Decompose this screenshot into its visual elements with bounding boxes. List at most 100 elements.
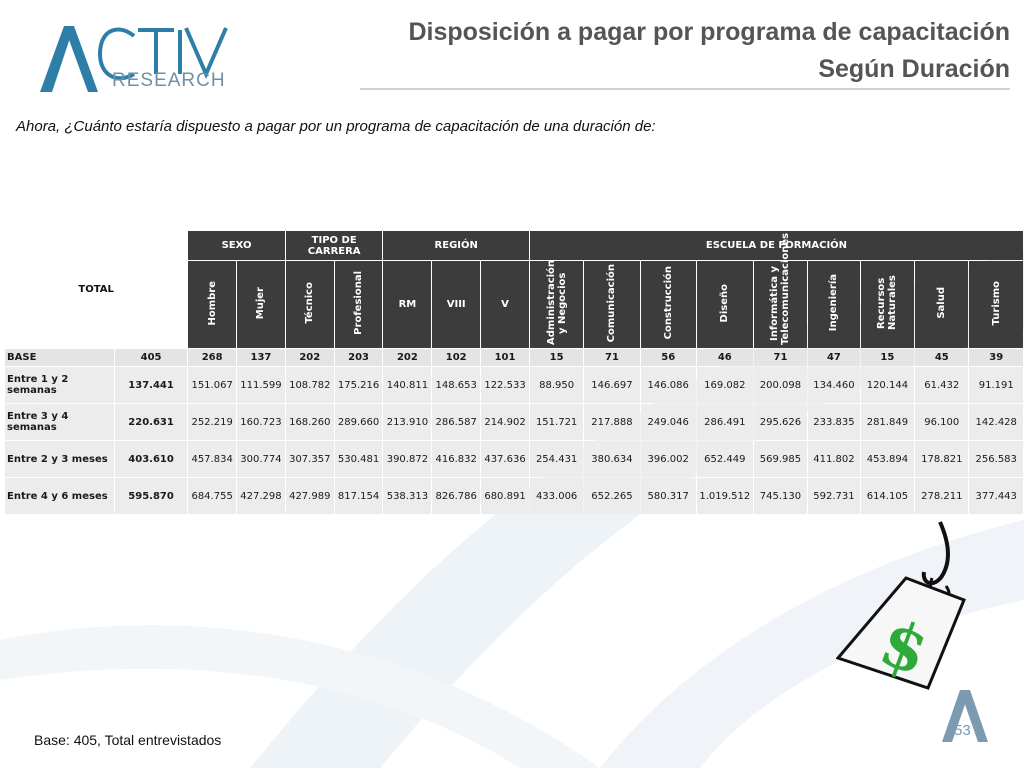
- table-cell: 91.191: [969, 367, 1023, 403]
- table-cell: 120.144: [860, 367, 915, 403]
- row-total: 595.870: [114, 478, 188, 514]
- table-cell: 396.002: [640, 441, 696, 477]
- col-header-construccion: Construcción: [640, 261, 696, 348]
- table-cell: 71: [584, 349, 640, 366]
- corner-logo-mark: [942, 690, 988, 742]
- table-cell: 39: [969, 349, 1023, 366]
- table-cell: 286.491: [696, 404, 753, 440]
- table-body: BASE 405 268 137 202 203 202 102 101 15 71 56 46 71 47…: [5, 349, 1023, 514]
- table-cell: 71: [753, 349, 808, 366]
- table-cell: 437.636: [481, 441, 529, 477]
- column-header-row: Hombre Mujer Técnico Profesional RM VIII…: [5, 233, 1023, 348]
- table-cell: 1.019.512: [696, 478, 753, 514]
- table-cell: 47: [808, 349, 860, 366]
- title-line-2: Según Duración: [818, 55, 1010, 83]
- table-cell: 202: [285, 349, 334, 366]
- table-cell: 745.130: [753, 478, 808, 514]
- table-cell: 256.583: [969, 441, 1023, 477]
- table-cell: 457.834: [188, 441, 237, 477]
- table-cell: 214.902: [481, 404, 529, 440]
- row-total: 137.441: [114, 367, 188, 403]
- table-cell: 88.950: [529, 367, 584, 403]
- table-cell: 614.105: [860, 478, 915, 514]
- table-cell: 15: [529, 349, 584, 366]
- table-cell: 427.298: [237, 478, 285, 514]
- table-cell: 151.721: [529, 404, 584, 440]
- table-cell: 817.154: [334, 478, 383, 514]
- col-header-informatica: Informática y Telecomunicaciones: [753, 233, 808, 348]
- row-label: Entre 4 y 6 meses: [5, 478, 114, 514]
- col-header-hombre: Hombre: [188, 261, 237, 348]
- results-table: TOTAL SEXO TIPO DE CARRERA REGIÓN ESCUEL…: [4, 230, 1024, 515]
- logo-research-text: RESEARCH: [112, 70, 226, 91]
- table-cell: 249.046: [640, 404, 696, 440]
- table-cell: 826.786: [432, 478, 481, 514]
- table-cell: 580.317: [640, 478, 696, 514]
- table-cell: 111.599: [237, 367, 285, 403]
- table-cell: 148.653: [432, 367, 481, 403]
- table-cell: 151.067: [188, 367, 237, 403]
- col-header-profesional: Profesional: [334, 261, 383, 348]
- col-header-rm: RM: [383, 261, 432, 348]
- table-cell: 122.533: [481, 367, 529, 403]
- row-label: Entre 3 y 4 semanas: [5, 404, 114, 440]
- table-cell: 268: [188, 349, 237, 366]
- col-header-salud: Salud: [915, 261, 969, 348]
- table-cell: 45: [915, 349, 969, 366]
- table-cell: 278.211: [915, 478, 969, 514]
- table-cell: 252.219: [188, 404, 237, 440]
- table-cell: 46: [696, 349, 753, 366]
- table-cell: 56: [640, 349, 696, 366]
- table-cell: 592.731: [808, 478, 860, 514]
- col-header-tecnico: Técnico: [285, 261, 334, 348]
- table-cell: 213.910: [383, 404, 432, 440]
- table-cell: 137: [237, 349, 285, 366]
- page-title: Disposición a pagar por programa de capa…: [408, 14, 1010, 88]
- table-cell: 652.449: [696, 441, 753, 477]
- table-cell: 203: [334, 349, 383, 366]
- table-cell: 286.587: [432, 404, 481, 440]
- table-cell: 307.357: [285, 441, 334, 477]
- row-label: Entre 1 y 2 semanas: [5, 367, 114, 403]
- col-header-administracion: Administración y Negocios: [529, 260, 584, 348]
- title-line-1: Disposición a pagar por programa de capa…: [408, 18, 1010, 46]
- table-cell: 416.832: [432, 441, 481, 477]
- table-cell: 427.989: [285, 478, 334, 514]
- table-cell: 300.774: [237, 441, 285, 477]
- table-cell: 15: [860, 349, 915, 366]
- footer-base-note: Base: 405, Total entrevistados: [34, 732, 222, 748]
- table-cell: 433.006: [529, 478, 584, 514]
- col-header-turismo: Turismo: [969, 261, 1023, 348]
- table-cell: 160.723: [237, 404, 285, 440]
- table-row: Entre 1 y 2 semanas 137.441 151.067 111.599…: [5, 367, 1023, 403]
- table-cell: 680.891: [481, 478, 529, 514]
- table-cell: 102: [432, 349, 481, 366]
- col-header-viii: VIII: [432, 261, 481, 348]
- money-hook-illustration: $: [836, 521, 966, 690]
- group-header-tipo-carrera: TIPO DE CARRERA: [285, 231, 383, 260]
- group-header-row: TOTAL SEXO TIPO DE CARRERA REGIÓN ESCUEL…: [5, 231, 1023, 295]
- table-cell: 61.432: [915, 367, 969, 403]
- table-cell: 146.697: [584, 367, 640, 403]
- row-label: BASE: [5, 349, 114, 366]
- table-cell: 175.216: [334, 367, 383, 403]
- row-total: 220.631: [114, 404, 188, 440]
- table-cell: 146.086: [640, 367, 696, 403]
- table-cell: 281.849: [860, 404, 915, 440]
- row-total: 405: [114, 349, 188, 366]
- col-header-v: V: [481, 261, 529, 348]
- table-cell: 108.782: [285, 367, 334, 403]
- table-cell: 390.872: [383, 441, 432, 477]
- table-cell: 254.431: [529, 441, 584, 477]
- col-header-recursos: Recursos Naturales: [860, 261, 915, 348]
- table-cell: 377.443: [969, 478, 1023, 514]
- question-text: Ahora, ¿Cuánto estaría dispuesto a pagar…: [16, 118, 656, 135]
- table-cell: 142.428: [969, 404, 1023, 440]
- table-cell: 217.888: [584, 404, 640, 440]
- total-header: TOTAL: [78, 284, 114, 295]
- table-cell: 140.811: [383, 367, 432, 403]
- activa-logo-mark: [40, 26, 228, 92]
- table-cell: 652.265: [584, 478, 640, 514]
- table-cell: 178.821: [915, 441, 969, 477]
- table-cell: 96.100: [915, 404, 969, 440]
